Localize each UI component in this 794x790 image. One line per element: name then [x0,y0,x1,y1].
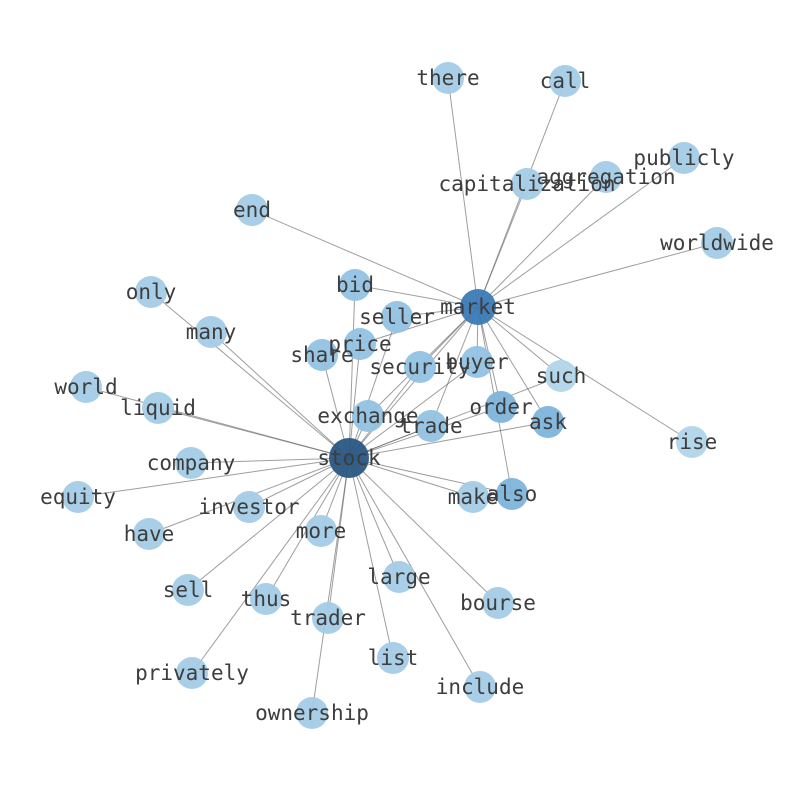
graph-node-company [175,447,207,479]
graph-node-worldwide [701,227,733,259]
graph-edge-stock-market [348,306,479,459]
graph-node-equity [62,481,94,513]
graph-node-investor [233,491,265,523]
graph-edge-market-there [447,77,479,308]
graph-node-sell [172,574,204,606]
graph-edge-market-end [251,209,479,308]
graph-edge-market-publicly [477,157,685,308]
graph-node-bourse [482,587,514,619]
graph-edge-stock-ask [348,421,549,459]
graph-edge-stock-make [348,457,474,498]
graph-node-exchange [352,400,384,432]
graph-node-more [305,515,337,547]
graph-node-bid [339,269,371,301]
graph-node-market [460,289,496,325]
graph-edge-stock-company [190,457,350,464]
graph-edge-market-aggregation [477,176,607,308]
graph-node-list [377,642,409,674]
graph-node-end [236,194,268,226]
graph-edge-market-trade [430,306,479,427]
graph-edge-stock-equity [77,457,350,498]
nodes-layer [62,62,733,729]
graph-node-large [383,561,415,593]
graph-node-publicly [668,142,700,174]
graph-node-aggregation [590,161,622,193]
graph-edge-stock-bid [348,284,356,459]
graph-node-security [404,351,436,383]
graph-edge-stock-seller [348,316,398,459]
graph-node-only [135,276,167,308]
graph-edge-stock-many [210,331,350,459]
graph-node-include [464,671,496,703]
graph-edge-stock-include [348,457,481,688]
graph-edge-market-rise [477,306,693,443]
graph-node-world [70,371,102,403]
graph-node-call [549,65,581,97]
graph-node-capitalization [511,168,543,200]
graph-edge-stock-privately [191,457,350,674]
graph-edge-market-worldwide [477,242,718,308]
graph-node-rise [676,426,708,458]
graph-edge-stock-bourse [348,457,499,604]
graph-edge-market-capitalization [477,183,528,308]
graph-node-privately [176,657,208,689]
graph-edge-market-price [359,306,479,345]
graph-edge-stock-also [348,457,513,495]
graph-node-ownership [296,697,328,729]
graph-node-also [496,478,528,510]
graph-node-many [195,316,227,348]
graph-edge-market-ask [477,306,549,423]
graph-edge-stock-buyer [348,361,478,459]
graph-edge-stock-such [348,375,562,459]
graph-node-have [133,518,165,550]
graph-node-share [306,339,338,371]
graph-node-seller [381,301,413,333]
graph-edge-stock-large [348,457,400,578]
graph-edge-stock-sell [187,457,350,591]
graph-node-make [457,481,489,513]
graph-node-trader [312,602,344,634]
graph-edge-stock-list [348,457,394,659]
graph-node-such [545,360,577,392]
graph-edge-stock-only [150,291,350,459]
graph-edge-market-bid [354,284,479,308]
graph-node-buyer [461,346,493,378]
graph-edge-stock-liquid [157,407,350,459]
graph-node-price [344,328,376,360]
graph-node-there [432,62,464,94]
graph-node-order [485,391,517,423]
graph-node-trade [415,410,447,442]
graph-node-ask [532,406,564,438]
graph-node-stock [329,438,369,478]
graph-node-thus [250,583,282,615]
graph-edge-stock-ownership [311,457,350,714]
graph-node-liquid [142,392,174,424]
